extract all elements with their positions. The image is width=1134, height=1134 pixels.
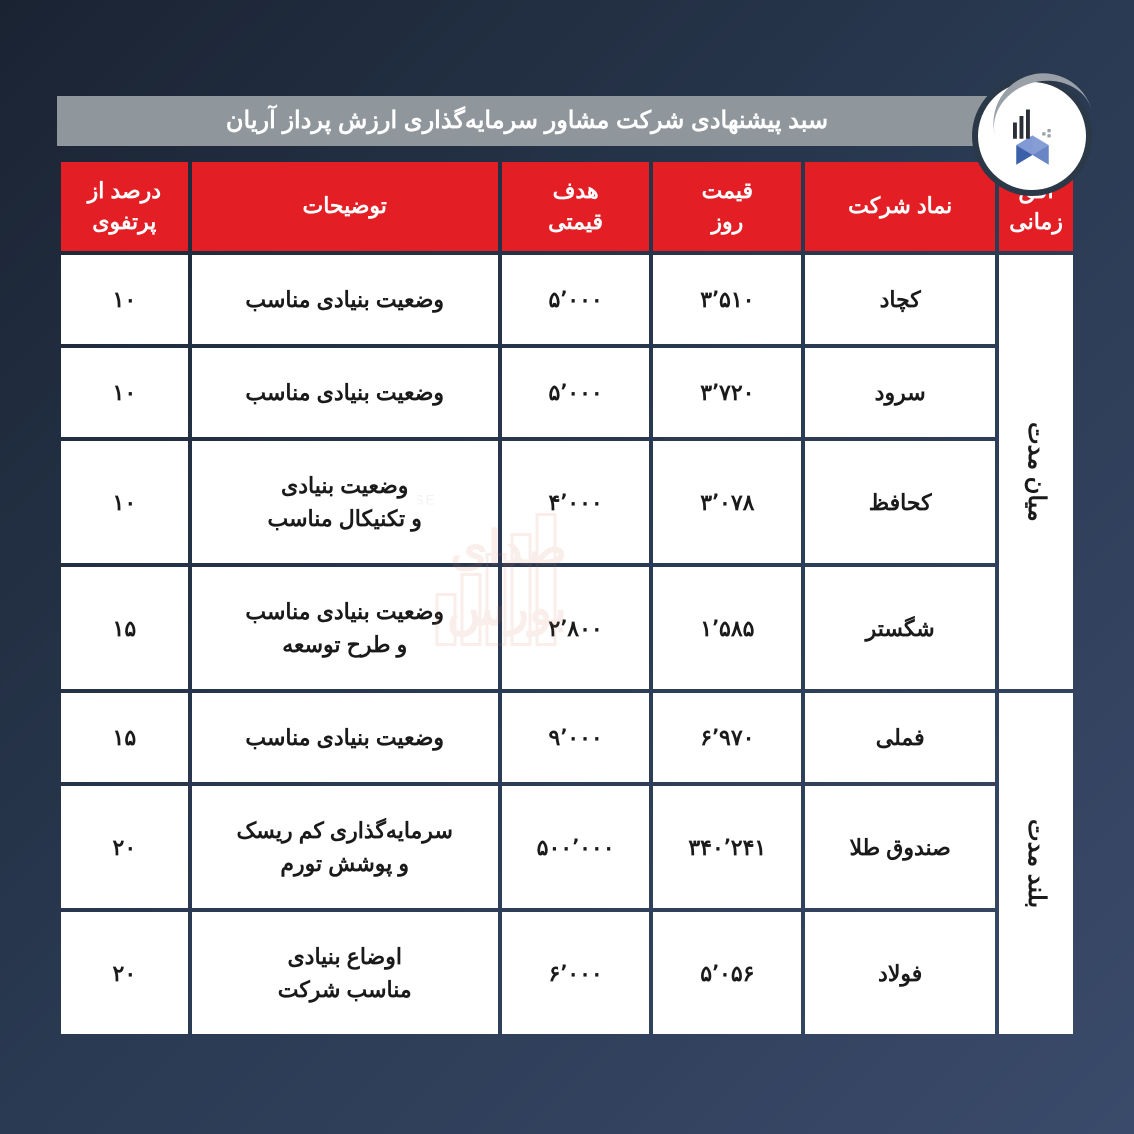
pct-cell: ۱۰ xyxy=(61,348,188,437)
portfolio-table: افقزمانی نماد شرکت قیمتروز هدفقیمتی توضی… xyxy=(57,158,1077,1039)
pct-cell: ۲۰ xyxy=(61,786,188,908)
day-price-cell: ۶٬۹۷۰ xyxy=(653,693,801,782)
company-logo xyxy=(972,76,1092,196)
desc-cell: وضعیت بنیادیو تکنیکال مناسب xyxy=(192,441,498,563)
day-price-cell: ۳٬۵۱۰ xyxy=(653,255,801,344)
target-price-cell: ۹٬۰۰۰ xyxy=(502,693,650,782)
table-header-row: افقزمانی نماد شرکت قیمتروز هدفقیمتی توضی… xyxy=(61,162,1073,252)
table-row: شگستر۱٬۵۸۵۲٬۸۰۰وضعیت بنیادی مناسبو طرح ت… xyxy=(61,567,1073,689)
pct-cell: ۱۵ xyxy=(61,567,188,689)
table-row: بلند مدتفملی۶٬۹۷۰۹٬۰۰۰وضعیت بنیادی مناسب… xyxy=(61,693,1073,782)
symbol-cell: کچاد xyxy=(805,255,995,344)
table-row: صندوق طلا۳۴۰٬۲۴۱۵۰۰٬۰۰۰سرمایه‌گذاری کم ر… xyxy=(61,786,1073,908)
col-header-target-price: هدفقیمتی xyxy=(502,162,650,252)
symbol-cell: شگستر xyxy=(805,567,995,689)
day-price-cell: ۵٬۰۵۶ xyxy=(653,912,801,1034)
desc-cell: وضعیت بنیادی مناسب xyxy=(192,255,498,344)
col-header-desc: توضیحات xyxy=(192,162,498,252)
pct-cell: ۲۰ xyxy=(61,912,188,1034)
horizon-cell: میان مدت xyxy=(999,255,1073,689)
table-row: سرود۳٬۷۲۰۵٬۰۰۰وضعیت بنیادی مناسب۱۰ xyxy=(61,348,1073,437)
target-price-cell: ۵٬۰۰۰ xyxy=(502,255,650,344)
symbol-cell: سرود xyxy=(805,348,995,437)
table-row: میان مدتکچاد۳٬۵۱۰۵٬۰۰۰وضعیت بنیادی مناسب… xyxy=(61,255,1073,344)
portfolio-table-container: سبد پیشنهادی شرکت مشاور سرمایه‌گذاری ارز… xyxy=(57,96,1077,1039)
day-price-cell: ۳٬۰۷۸ xyxy=(653,441,801,563)
col-header-pct: درصد ازپرتفوی xyxy=(61,162,188,252)
target-price-cell: ۵۰۰٬۰۰۰ xyxy=(502,786,650,908)
page-title: سبد پیشنهادی شرکت مشاور سرمایه‌گذاری ارز… xyxy=(87,106,967,135)
desc-cell: سرمایه‌گذاری کم ریسکو پوشش تورم xyxy=(192,786,498,908)
desc-cell: وضعیت بنیادی مناسب xyxy=(192,348,498,437)
target-price-cell: ۵٬۰۰۰ xyxy=(502,348,650,437)
target-price-cell: ۴٬۰۰۰ xyxy=(502,441,650,563)
desc-cell: اوضاع بنیادیمناسب شرکت xyxy=(192,912,498,1034)
col-header-day-price: قیمتروز xyxy=(653,162,801,252)
pct-cell: ۱۵ xyxy=(61,693,188,782)
desc-cell: وضعیت بنیادی مناسبو طرح توسعه xyxy=(192,567,498,689)
pct-cell: ۱۰ xyxy=(61,441,188,563)
horizon-cell: بلند مدت xyxy=(999,693,1073,1034)
table-row: کحافظ۳٬۰۷۸۴٬۰۰۰وضعیت بنیادیو تکنیکال منا… xyxy=(61,441,1073,563)
target-price-cell: ۶٬۰۰۰ xyxy=(502,912,650,1034)
table-row: فولاد۵٬۰۵۶۶٬۰۰۰اوضاع بنیادیمناسب شرکت۲۰ xyxy=(61,912,1073,1034)
pct-cell: ۱۰ xyxy=(61,255,188,344)
symbol-cell: فولاد xyxy=(805,912,995,1034)
day-price-cell: ۳۴۰٬۲۴۱ xyxy=(653,786,801,908)
target-price-cell: ۲٬۸۰۰ xyxy=(502,567,650,689)
col-header-symbol: نماد شرکت xyxy=(805,162,995,252)
title-bar: سبد پیشنهادی شرکت مشاور سرمایه‌گذاری ارز… xyxy=(57,96,997,146)
symbol-cell: فملی xyxy=(805,693,995,782)
symbol-cell: کحافظ xyxy=(805,441,995,563)
symbol-cell: صندوق طلا xyxy=(805,786,995,908)
day-price-cell: ۱٬۵۸۵ xyxy=(653,567,801,689)
desc-cell: وضعیت بنیادی مناسب xyxy=(192,693,498,782)
day-price-cell: ۳٬۷۲۰ xyxy=(653,348,801,437)
